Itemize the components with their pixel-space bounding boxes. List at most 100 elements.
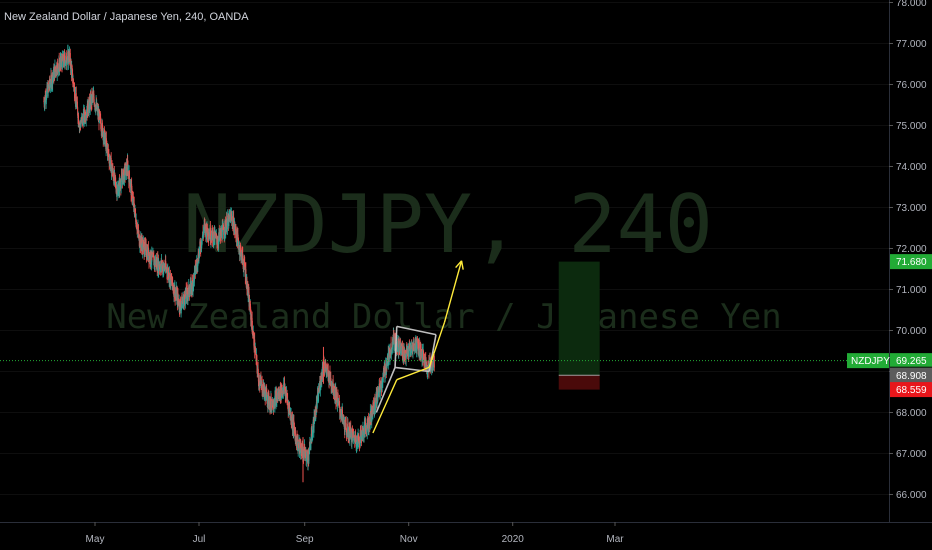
- price-tick-label: 74.000: [896, 162, 927, 173]
- candle-down: [77, 107, 79, 116]
- candle-up: [46, 90, 48, 99]
- entry-price-badge-bg[interactable]: [890, 367, 932, 383]
- candle-down: [263, 382, 265, 390]
- candle-up: [405, 353, 407, 359]
- candle-up: [310, 433, 312, 442]
- candle-down: [425, 358, 427, 365]
- candle-down: [236, 229, 238, 238]
- candle-up: [416, 340, 418, 351]
- candle-up: [305, 455, 307, 462]
- candle-up: [53, 70, 55, 79]
- flag-upper-line[interactable]: [396, 325, 437, 336]
- projection-arrow-segment[interactable]: [372, 379, 398, 434]
- symbol-label-bg[interactable]: [847, 353, 889, 369]
- target-price-badge-bg[interactable]: [890, 254, 932, 270]
- candle-up: [193, 274, 195, 285]
- candle-up: [265, 390, 267, 398]
- candle-down: [211, 228, 213, 233]
- candle-down: [107, 150, 109, 154]
- candle-up: [191, 280, 193, 291]
- target-price-badge[interactable]: 71.680: [896, 257, 927, 268]
- time-tick-label: Mar: [606, 534, 624, 545]
- candle-up: [313, 416, 315, 428]
- price-tick-label: 66.000: [896, 490, 927, 501]
- candle-up: [309, 441, 311, 454]
- candle-down: [249, 303, 251, 309]
- candle-down: [379, 385, 381, 390]
- flag-pole-line[interactable]: [375, 367, 396, 413]
- candle-up: [257, 370, 259, 373]
- candle-down: [249, 299, 251, 308]
- candle-down: [426, 365, 428, 374]
- candle-up: [407, 351, 409, 354]
- stop-price-badge[interactable]: 68.559: [896, 385, 927, 396]
- candle-up: [354, 438, 356, 443]
- projection-arrow-segment[interactable]: [428, 322, 446, 368]
- time-tick-label: Jul: [193, 534, 206, 545]
- candle-down: [365, 422, 367, 428]
- candle-up: [308, 452, 310, 461]
- candle-up: [383, 369, 385, 374]
- time-tick-label: Nov: [400, 534, 418, 545]
- candle-down: [371, 407, 373, 413]
- candle-down: [340, 412, 342, 416]
- candle-up: [184, 294, 186, 305]
- candle-up: [340, 412, 342, 418]
- entry-price-badge[interactable]: 68.908: [896, 371, 927, 382]
- long-position-tool[interactable]: [558, 261, 600, 390]
- candle-down: [135, 220, 137, 229]
- candle-down: [335, 389, 337, 403]
- watermark-symbol: NZDJPY, 240: [183, 178, 713, 271]
- projection-arrow-segment[interactable]: [443, 260, 463, 323]
- symbol-label[interactable]: NZDJPY: [851, 356, 890, 367]
- candle-down: [76, 101, 78, 108]
- current-price-badge[interactable]: 69.265: [896, 356, 927, 367]
- candle-down: [105, 138, 107, 144]
- price-tick-label: 71.000: [896, 285, 927, 296]
- stop-price-badge-bg[interactable]: [890, 382, 932, 398]
- candle-down: [254, 339, 256, 352]
- candle-down: [235, 231, 237, 237]
- candle-up: [274, 395, 276, 407]
- candlestick-series: [43, 44, 435, 483]
- projection-arrow-segment[interactable]: [396, 366, 430, 381]
- candle-up: [64, 63, 66, 66]
- position-loss-zone[interactable]: [558, 375, 600, 390]
- candle-down: [163, 263, 165, 266]
- candle-down: [78, 115, 80, 124]
- candle-down: [57, 63, 59, 69]
- projection-arrow-head[interactable]: [455, 260, 463, 269]
- candle-down: [319, 382, 321, 391]
- candle-down: [93, 93, 95, 100]
- candle-up: [312, 430, 314, 438]
- position-profit-zone[interactable]: [558, 261, 600, 376]
- candle-down: [345, 428, 347, 435]
- flag-left-edge[interactable]: [394, 326, 398, 368]
- candle-up: [89, 99, 91, 110]
- flag-lower-line[interactable]: [394, 366, 430, 373]
- price-axis[interactable]: 66.00067.00068.00069.00070.00071.00072.0…: [847, 0, 932, 522]
- candle-up: [56, 63, 58, 75]
- candle-down: [284, 382, 286, 391]
- candle-up: [419, 352, 421, 355]
- candle-down: [64, 55, 66, 62]
- candle-up: [52, 75, 54, 77]
- current-price-badge-bg[interactable]: [890, 353, 932, 369]
- price-tick-label: 76.000: [896, 80, 927, 91]
- candle-down: [150, 250, 152, 263]
- candle-down: [314, 410, 316, 412]
- candle-up: [201, 238, 203, 244]
- candle-down: [268, 404, 270, 407]
- candle-down: [289, 408, 291, 414]
- candle-up: [63, 54, 65, 65]
- candle-down: [178, 300, 180, 309]
- candle-down: [311, 429, 313, 438]
- candle-down: [112, 168, 114, 173]
- candle-down: [433, 355, 435, 368]
- candle-down: [145, 243, 147, 256]
- projection-arrow-head[interactable]: [460, 260, 464, 270]
- candle-up: [104, 137, 106, 144]
- time-axis[interactable]: May Jul Sep Nov 2020 Mar: [0, 522, 932, 545]
- trend-drawings[interactable]: [372, 260, 464, 434]
